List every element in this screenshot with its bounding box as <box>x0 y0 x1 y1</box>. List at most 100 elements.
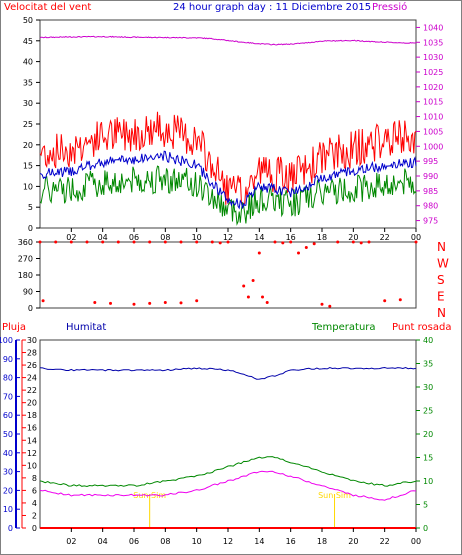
direction-point <box>218 241 222 245</box>
wind-avg-series <box>39 150 417 210</box>
wind-speed-label: Velocitat del vent <box>4 2 91 13</box>
x-tick-label: 02 <box>66 233 76 242</box>
x-tick-label: 16 <box>286 233 296 242</box>
pressure-y-tick-label: 1025 <box>423 68 443 77</box>
wind-gust-series <box>39 111 417 206</box>
direction-point <box>289 240 293 244</box>
temperature-label: Temperatura <box>311 322 376 333</box>
direction-point <box>328 304 332 308</box>
direction-point <box>148 240 152 244</box>
x-tick-label: 18 <box>317 537 327 546</box>
direction-point <box>261 295 264 299</box>
humidity-tick-label: 80 <box>3 374 13 383</box>
pressure-label: Pressió <box>372 1 407 13</box>
compass-W-label: W <box>437 257 449 271</box>
direction-point <box>163 301 167 304</box>
direction-plot-area <box>39 241 417 309</box>
direction-point <box>246 295 250 299</box>
x-tick-label: 16 <box>286 537 296 546</box>
pressure-y-tick-label: 975 <box>423 217 438 226</box>
sun-set-marker-label: Sun Sim <box>318 491 351 500</box>
wind-y-tick-label: 5 <box>28 203 33 212</box>
direction-point <box>163 240 167 244</box>
x-tick-label: 18 <box>317 233 327 242</box>
direction-point <box>414 240 418 244</box>
wind-y-tick-label: 45 <box>23 37 33 46</box>
direction-point <box>109 301 112 305</box>
humidity-series <box>39 366 417 380</box>
direction-point <box>351 240 355 244</box>
rain-label: Pluja <box>2 322 26 333</box>
compass-E-label: E <box>437 290 445 304</box>
direction-point <box>257 251 261 255</box>
direction-point <box>304 246 308 249</box>
humidity-tick-label: 100 <box>0 336 13 345</box>
temp-left-tick-label: 14 <box>27 436 37 445</box>
temp-left-tick-label: 24 <box>27 374 37 383</box>
compass-S-label: S <box>437 273 445 287</box>
x-tick-label: 04 <box>98 233 108 242</box>
direction-point <box>195 240 199 244</box>
temp-left-tick-label: 30 <box>27 336 37 345</box>
direction-point <box>273 240 277 244</box>
x-tick-label: 22 <box>380 233 390 242</box>
direction-point <box>132 302 136 306</box>
temp-right-tick-label: 35 <box>423 360 433 369</box>
direction-point <box>336 240 340 244</box>
graph-title: 24 hour graph day : 11 Diciembre 2015 <box>173 2 371 13</box>
x-tick-label: 14 <box>254 233 264 242</box>
pressure-y-tick-label: 1000 <box>423 142 443 151</box>
x-tick-label: 02 <box>66 537 76 546</box>
temp-right-tick-label: 0 <box>423 524 428 533</box>
wind-y-tick-label: 40 <box>23 58 33 67</box>
dir-y-tick-label: 90 <box>23 288 33 297</box>
x-tick-label: 22 <box>380 537 390 546</box>
temp-left-tick-label: 22 <box>27 386 37 395</box>
wind-x-axis: 02 04 06 08 10 12 14 16 18 20 22 00 <box>66 228 421 242</box>
x-tick-label: 08 <box>160 233 170 242</box>
direction-point <box>85 240 89 244</box>
direction-point <box>41 299 45 303</box>
wind-y-tick-label: 50 <box>23 16 33 25</box>
temp-right-tick-label: 10 <box>423 477 433 486</box>
pressure-y-tick-label: 1040 <box>423 23 443 32</box>
wind-y-tick-label: 15 <box>23 162 33 171</box>
dir-y-tick-label: 270 <box>18 255 33 264</box>
x-tick-label: 12 <box>223 537 233 546</box>
pressure-y-tick-label: 995 <box>423 157 438 166</box>
direction-point <box>179 301 183 305</box>
x-tick-label: 06 <box>129 233 139 242</box>
direction-point <box>38 240 42 244</box>
dewpoint-series <box>39 470 417 501</box>
temp-left-tick-label: 2 <box>32 511 37 520</box>
humidity-tick-label: 90 <box>3 355 13 364</box>
temp-right-tick-label: 5 <box>423 501 428 510</box>
x-tick-label: 00 <box>411 537 421 546</box>
direction-point <box>54 240 58 244</box>
direction-marks <box>38 240 418 308</box>
dewpoint-label: Punt rosada <box>392 322 451 333</box>
x-tick-label: 08 <box>160 537 170 546</box>
direction-point <box>312 242 316 246</box>
temp-left-tick-label: 16 <box>27 424 37 433</box>
direction-point <box>281 241 285 245</box>
humidity-tick-label: 70 <box>3 392 13 401</box>
pressure-y-tick-label: 1005 <box>423 127 443 136</box>
direction-point <box>195 299 199 303</box>
pressure-y-tick-label: 1035 <box>423 38 443 47</box>
temp-left-tick-label: 20 <box>27 399 37 408</box>
x-tick-label: 10 <box>192 233 202 242</box>
direction-point <box>265 301 269 304</box>
direction-point <box>320 302 324 306</box>
wind-y-tick-label: 10 <box>23 182 33 191</box>
direction-point <box>132 240 136 244</box>
humidity-tick-label: 50 <box>3 430 13 439</box>
humidity-tick-label: 40 <box>3 449 13 458</box>
direction-point <box>383 299 387 303</box>
temp-left-tick-label: 18 <box>27 411 37 420</box>
wind-y-axis: 0 5 10 15 20 25 30 35 40 45 50 <box>23 16 40 233</box>
pressure-series <box>39 35 416 46</box>
